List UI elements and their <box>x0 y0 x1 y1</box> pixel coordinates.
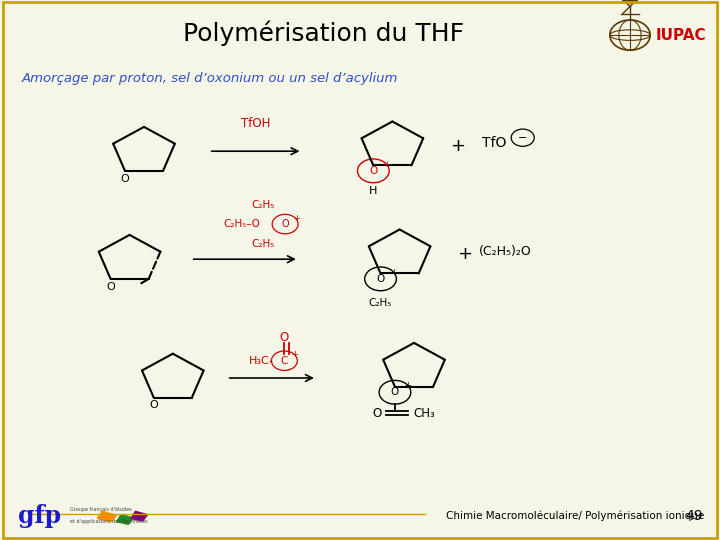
Text: IUPAC: IUPAC <box>655 28 706 43</box>
Text: Polymérisation du THF: Polymérisation du THF <box>184 21 464 46</box>
Text: +: + <box>390 268 397 277</box>
Text: H: H <box>369 186 377 196</box>
Text: +: + <box>457 245 472 263</box>
Text: H₃C: H₃C <box>249 356 270 366</box>
Text: C: C <box>281 356 288 366</box>
Text: O: O <box>149 400 158 410</box>
Text: C₂H₅: C₂H₅ <box>251 199 274 210</box>
Text: O: O <box>369 166 377 176</box>
Text: gfp: gfp <box>18 504 61 528</box>
Circle shape <box>621 0 639 4</box>
Text: O: O <box>373 407 382 420</box>
Text: Groupe français d'études: Groupe français d'études <box>70 507 132 512</box>
Text: C₂H₅–O: C₂H₅–O <box>223 219 260 229</box>
Text: C₂H₅: C₂H₅ <box>369 298 392 308</box>
Text: +: + <box>405 381 411 390</box>
Text: TfO: TfO <box>482 136 507 150</box>
Text: O: O <box>120 173 130 184</box>
Text: CH₃: CH₃ <box>413 407 435 420</box>
Text: Chimie Macromoléculaire/ Polymérisation ionique: Chimie Macromoléculaire/ Polymérisation … <box>446 510 705 521</box>
Polygon shape <box>97 511 117 522</box>
Text: C₂H₅: C₂H₅ <box>251 239 274 249</box>
Text: 49: 49 <box>685 509 703 523</box>
Text: O: O <box>282 219 289 229</box>
Text: +: + <box>383 160 390 169</box>
Text: O: O <box>377 274 384 284</box>
Text: +: + <box>291 350 298 359</box>
Polygon shape <box>131 511 148 521</box>
Text: +: + <box>293 214 300 222</box>
Text: +: + <box>450 137 464 155</box>
Text: O: O <box>106 281 115 292</box>
Text: Amorçage par proton, sel d’oxonium ou un sel d’acylium: Amorçage par proton, sel d’oxonium ou un… <box>22 72 398 85</box>
Text: O: O <box>280 331 289 344</box>
Polygon shape <box>117 515 133 524</box>
Text: (C₂H₅)₂O: (C₂H₅)₂O <box>479 245 531 258</box>
Text: TfOH: TfOH <box>241 117 270 130</box>
Text: −: − <box>518 133 528 143</box>
Text: et d'applications des Polymères: et d'applications des Polymères <box>70 518 148 524</box>
Text: O: O <box>391 387 399 397</box>
